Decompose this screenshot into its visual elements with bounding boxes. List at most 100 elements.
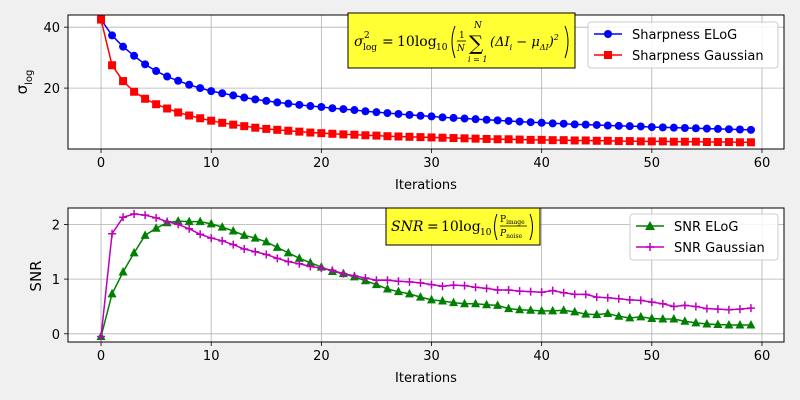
sharpness-elog-point [108, 31, 117, 40]
sharpness-elog-point [196, 84, 205, 93]
snr-gaussian-point [493, 286, 502, 295]
snr-gaussian-point [416, 278, 425, 287]
snr-gaussian-point [449, 281, 458, 290]
snr-gaussian-point [218, 236, 227, 245]
sharpness-gaussian-point [339, 130, 348, 139]
snr-gaussian-point [614, 294, 623, 303]
snr-elog-point [228, 225, 238, 235]
sharpness-formula-sigma-sup: 2 [364, 31, 370, 41]
snr-legend-marker-gaussian [646, 243, 654, 251]
sharpness-x-tick-label: 50 [644, 156, 661, 171]
snr-gaussian-point [273, 254, 282, 263]
sharpness-elog-point [680, 123, 689, 132]
sharpness-x-tick-label: 10 [203, 156, 220, 171]
snr-x-tick-label: 20 [313, 349, 330, 364]
sharpness-elog-point [559, 119, 568, 128]
sharpness-gaussian-point [295, 127, 304, 136]
snr-formula-p-noise-sub: noise [506, 233, 522, 240]
sharpness-gaussian-point [515, 135, 524, 144]
sharpness-formula-term-close: ) [548, 35, 554, 50]
snr-elog-point [173, 216, 183, 225]
snr-elog-point [724, 320, 734, 329]
snr-formula-p-image-sub: image [506, 219, 525, 226]
sharpness-elog-point [405, 110, 414, 119]
snr-elog-point [239, 230, 249, 239]
sharpness-elog-point [427, 112, 436, 121]
snr-formula-lhs: SNR [391, 219, 424, 235]
sharpness-elog-point [537, 118, 546, 127]
sharpness-gaussian-point [251, 123, 260, 132]
snr-elog-point [129, 247, 139, 257]
snr-gaussian-point [240, 245, 249, 254]
snr-elog-point [393, 286, 403, 296]
sharpness-elog-point [295, 100, 304, 109]
snr-elog-point [680, 316, 690, 325]
snr-elog-point [735, 320, 745, 329]
sharpness-elog-point [350, 106, 359, 115]
snr-gaussian-point [196, 230, 205, 239]
sharpness-formula-mu: − μ [512, 35, 540, 50]
sharpness-x-tick-label: 20 [313, 156, 330, 171]
snr-elog-point [647, 313, 657, 322]
snr-elog-point [537, 305, 547, 315]
sharpness-gaussian-point [416, 133, 425, 142]
snr-gaussian-point [504, 286, 513, 295]
sharpness-formula-prefix: 10log [397, 34, 437, 50]
sharpness-formula-sum-bottom: i = 1 [468, 55, 487, 64]
snr-gaussian-point [636, 296, 645, 305]
sharpness-elog-point [218, 89, 227, 98]
snr-y-tick-label: 2 [52, 218, 60, 233]
snr-gaussian-point [724, 305, 733, 314]
snr-elog-point [603, 308, 613, 318]
snr-gaussian-point [229, 240, 238, 249]
sharpness-gaussian-point [526, 135, 535, 144]
sharpness-gaussian-point [229, 120, 238, 129]
snr-gaussian-point [471, 283, 480, 292]
sharpness-gaussian-point [482, 134, 491, 143]
sharpness-elog-point [713, 124, 722, 133]
sharpness-gaussian-point [559, 136, 568, 145]
sharpness-formula-delta-i-sub: i [510, 43, 513, 52]
sharpness-elog-point [746, 125, 755, 134]
sharpness-elog-point [328, 104, 337, 113]
sharpness-elog-point [416, 111, 425, 120]
snr-formula-annotation: SNR = 10log 10 Pimage Pnoise [385, 207, 541, 246]
sharpness-y-axis-symbol: σ [13, 84, 31, 94]
sharpness-elog-point [273, 98, 282, 107]
sharpness-x-tick-label: 60 [754, 156, 771, 171]
sharpness-gaussian-point [394, 132, 403, 141]
snr-x-tick-label: 30 [423, 349, 440, 364]
snr-gaussian-point [537, 288, 546, 297]
snr-gaussian-point [174, 220, 183, 229]
snr-elog-point [294, 253, 304, 262]
snr-x-tick-label: 0 [97, 349, 105, 364]
snr-gaussian-point [702, 304, 711, 313]
sharpness-x-axis-title: Iterations [395, 178, 457, 193]
snr-elog-point [438, 295, 448, 305]
snr-gaussian-point [163, 217, 172, 226]
snr-gaussian-point [185, 224, 194, 233]
snr-gaussian-point [394, 277, 403, 286]
snr-elog-point [118, 266, 128, 276]
snr-gaussian-point [284, 257, 293, 266]
sharpness-gaussian-point [746, 138, 755, 147]
sharpness-gaussian-point [504, 135, 513, 144]
snr-elog-point [140, 230, 150, 239]
snr-elog-point [658, 314, 668, 323]
sharpness-gaussian-point [328, 129, 337, 138]
snr-elog-point [272, 242, 282, 251]
snr-gaussian-point [570, 290, 579, 299]
snr-formula-p-noise: P [499, 229, 507, 239]
snr-gaussian-point [108, 229, 117, 238]
sharpness-elog-point [581, 120, 590, 129]
sharpness-x-tick-label: 30 [423, 156, 440, 171]
snr-gaussian-point [515, 287, 524, 296]
sharpness-gaussian-point [537, 135, 546, 144]
sharpness-gaussian-point [691, 137, 700, 146]
sharpness-formula-mu-sub: ΔI [539, 43, 550, 52]
sharpness-elog-point [449, 113, 458, 122]
snr-legend: SNR ELoG SNR Gaussian [629, 213, 779, 261]
sharpness-elog-point [482, 115, 491, 124]
sharpness-y-axis-subscript: log [24, 70, 35, 85]
sharpness-gaussian-point [702, 137, 711, 146]
